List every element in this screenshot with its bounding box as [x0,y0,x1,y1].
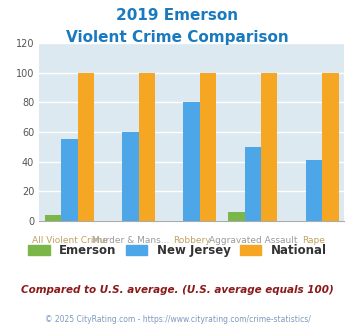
Text: Aggravated Assault: Aggravated Assault [208,236,297,246]
Bar [261,73,278,221]
Text: Compared to U.S. average. (U.S. average equals 100): Compared to U.S. average. (U.S. average … [21,285,334,295]
Bar [322,73,339,221]
Text: Robbery: Robbery [173,236,211,246]
Text: All Violent Crime: All Violent Crime [32,236,108,246]
Bar [306,160,322,221]
Text: © 2025 CityRating.com - https://www.cityrating.com/crime-statistics/: © 2025 CityRating.com - https://www.city… [45,315,310,324]
Text: Murder & Mans...: Murder & Mans... [92,236,169,246]
Bar [122,132,139,221]
Legend: Emerson, New Jersey, National: Emerson, New Jersey, National [26,242,329,260]
Bar [228,212,245,221]
Text: Violent Crime Comparison: Violent Crime Comparison [66,30,289,45]
Bar [61,139,78,221]
Bar [78,73,94,221]
Bar [139,73,155,221]
Bar [184,102,200,221]
Bar [245,147,261,221]
Text: Rape: Rape [302,236,325,246]
Bar [200,73,217,221]
Bar [45,215,61,221]
Text: 2019 Emerson: 2019 Emerson [116,8,239,23]
